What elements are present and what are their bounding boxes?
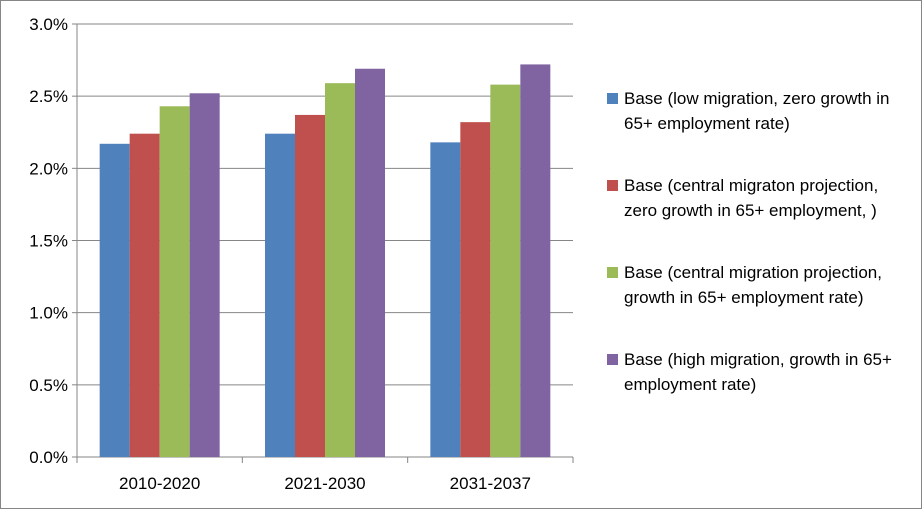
legend-label-series-4: Base (high migration, growth in 65+ empl… xyxy=(624,350,892,394)
bar-series-4-2010-2020 xyxy=(189,93,220,457)
bar-chart-plot: 0.0%0.5%1.0%1.5%2.0%2.5%3.0% 2010-2020 20… xyxy=(29,15,574,493)
legend-item-series-3: Base (central migration projection, grow… xyxy=(607,260,912,310)
legend-swatch-series-3 xyxy=(607,267,618,278)
bar-series-2-2010-2020 xyxy=(129,133,160,457)
legend-item-series-4: Base (high migration, growth in 65+ empl… xyxy=(607,347,912,397)
bar-series-4-2021-2030 xyxy=(355,68,385,457)
legend-swatch-series-4 xyxy=(607,354,618,365)
bar-series-3-2021-2030 xyxy=(325,83,355,457)
bar-series-1-2021-2030 xyxy=(265,133,295,457)
bar-series-3-2010-2020 xyxy=(159,106,190,458)
bar-series-2-2031-2037 xyxy=(460,122,491,457)
y-tick-label: 2.5% xyxy=(29,87,68,106)
x-category-label: 2021-2030 xyxy=(284,474,365,493)
y-tick-label: 3.0% xyxy=(29,15,68,34)
legend-swatch-series-1 xyxy=(607,93,618,104)
x-category-label: 2031-2037 xyxy=(450,474,531,493)
bar-series-4-2031-2037 xyxy=(520,64,551,457)
legend-item-series-1: Base (low migration, zero growth in 65+ … xyxy=(607,86,912,136)
bar-series-2-2021-2030 xyxy=(295,114,325,458)
bar-series-3-2031-2037 xyxy=(490,84,521,458)
legend-label-series-2: Base (central migraton projection, zero … xyxy=(624,176,879,220)
bar-series-1-2010-2020 xyxy=(99,143,130,457)
y-tick-label: 0.0% xyxy=(29,448,68,467)
bars xyxy=(99,64,551,458)
y-tick-label: 2.0% xyxy=(29,159,68,178)
y-tick-label: 1.0% xyxy=(29,304,68,323)
bar-series-1-2031-2037 xyxy=(430,142,461,457)
legend-label-series-3: Base (central migration projection, grow… xyxy=(624,263,882,307)
y-tick-labels: 0.0% 0.5% 1.0% 1.5% 2.0% 2.5% 3.0% xyxy=(29,15,68,467)
x-category-label: 2010-2020 xyxy=(119,474,200,493)
legend-swatch-series-2 xyxy=(607,180,618,191)
y-tick-label: 0.5% xyxy=(29,376,68,395)
x-category-labels: 2010-2020 2021-2030 2031-2037 xyxy=(119,474,531,493)
legend-label-series-1: Base (low migration, zero growth in 65+ … xyxy=(624,89,890,133)
legend-item-series-2: Base (central migraton projection, zero … xyxy=(607,173,912,223)
y-tick-label: 1.5% xyxy=(29,232,68,251)
